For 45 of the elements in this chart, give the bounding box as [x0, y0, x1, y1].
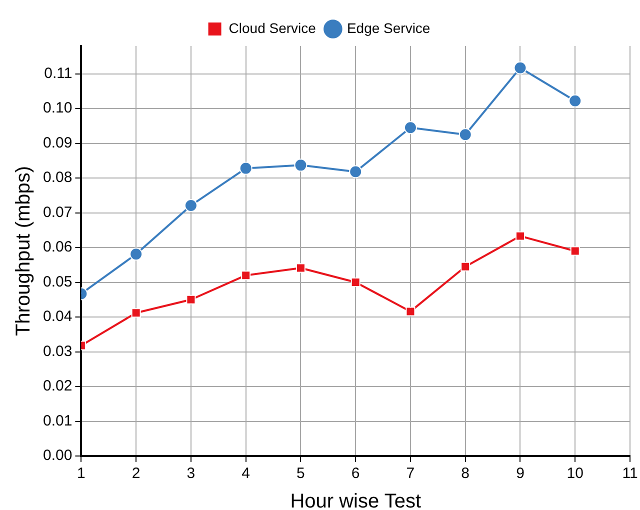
y-tick-label: 0.10: [42, 100, 72, 117]
x-tick-label: 1: [77, 465, 86, 482]
x-tick-label: 9: [516, 465, 524, 482]
y-tick-label: 0.05: [42, 273, 72, 290]
legend-label: Edge Service: [346, 20, 430, 36]
point: [568, 94, 582, 108]
point: [349, 165, 362, 178]
point: [514, 61, 527, 74]
x-tick-label: 5: [296, 465, 305, 482]
point: [186, 294, 196, 304]
legend-label: Cloud Service: [228, 20, 316, 36]
x-tick-label: 10: [566, 465, 584, 482]
point: [406, 306, 416, 316]
point: [294, 158, 308, 172]
y-tick-label: 0.07: [42, 204, 72, 221]
point: [130, 248, 143, 261]
x-tick-label: 4: [242, 465, 250, 482]
point: [239, 162, 252, 175]
x-tick-label: 11: [622, 465, 638, 482]
y-axis-title: Throughput (mbps): [12, 166, 35, 336]
point: [184, 198, 198, 212]
point: [515, 231, 525, 241]
x-axis-title: Hour wise Test: [290, 490, 422, 510]
x-tick-label: 3: [186, 465, 196, 482]
x-tick-label: 2: [132, 465, 140, 482]
point: [460, 262, 470, 272]
point: [131, 308, 141, 318]
point: [570, 246, 580, 256]
x-tick-label: 7: [406, 465, 415, 482]
y-tick-label: 0.00: [42, 447, 72, 464]
y-tick-label: 0.04: [42, 308, 72, 326]
y-tick-label: 0.09: [42, 134, 72, 152]
point: [458, 128, 472, 142]
y-tick-label: 0.02: [42, 378, 72, 395]
point: [296, 263, 306, 273]
point: [241, 270, 251, 280]
x-tick-label: 6: [351, 465, 360, 482]
point: [404, 121, 417, 134]
y-tick-label: 0.08: [42, 169, 72, 186]
y-tick-label: 0.06: [42, 238, 72, 256]
x-tick-label: 8: [461, 465, 470, 482]
point: [350, 278, 360, 288]
y-tick-label: 0.01: [42, 412, 72, 430]
y-tick-label: 0.03: [42, 342, 72, 360]
y-tick-label: 0.11: [44, 64, 72, 82]
